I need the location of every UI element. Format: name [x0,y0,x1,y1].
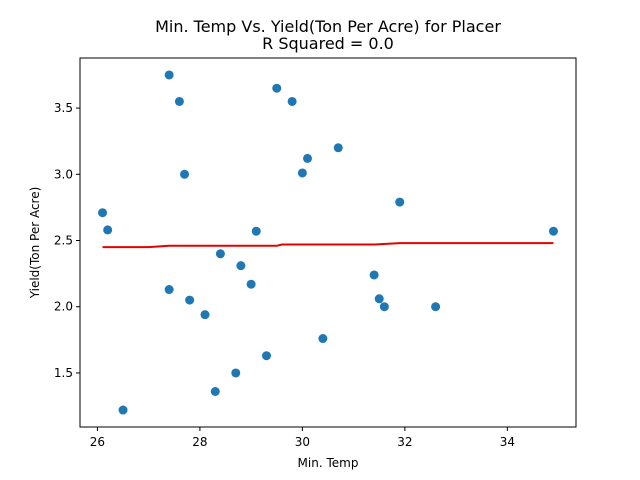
y-tick-label: 1.5 [54,366,73,380]
plot-area [98,70,558,415]
data-point [215,249,225,259]
data-point [236,261,246,271]
x-tick-label: 34 [500,435,515,449]
y-axis-ticks: 1.5 2.0 2.5 3.0 3.5 [54,101,80,380]
y-axis-label: Yield(Ton Per Acre) [28,187,42,300]
y-tick-label: 2.0 [54,300,73,314]
data-point [185,295,195,305]
data-point [251,226,261,236]
data-point [231,368,241,378]
data-point [369,270,379,280]
data-point [98,208,108,218]
data-point [246,279,256,289]
data-point [272,83,282,93]
data-point [210,387,220,396]
data-point [318,334,328,344]
x-tick-label: 32 [397,435,412,449]
data-point [431,302,441,312]
data-point [374,294,384,304]
data-point [303,153,312,163]
points-layer [98,70,558,415]
data-point [297,168,307,178]
data-point [200,310,210,320]
data-point [287,96,297,106]
trend-line-layer [102,242,554,249]
data-point [395,197,405,207]
axes-frame [79,57,577,428]
data-point [118,405,128,415]
y-tick-label: 3.5 [54,101,73,115]
x-tick-label: 26 [90,435,105,449]
x-axis-ticks: 26 28 30 32 34 [90,427,515,449]
data-point [103,225,113,235]
y-tick-label: 2.5 [54,234,73,248]
x-tick-label: 30 [295,435,310,449]
chart-subtitle: R Squared = 0.0 [262,34,394,53]
chart-title: Min. Temp Vs. Yield(Ton Per Acre) for Pl… [155,17,501,36]
trend-line [102,242,554,249]
data-point [174,96,184,106]
data-point [379,302,389,312]
data-point [164,70,174,80]
x-tick-label: 28 [192,435,207,449]
data-point [164,285,174,295]
data-point [333,143,343,153]
data-point [262,351,272,361]
data-point [548,226,558,236]
y-tick-label: 3.0 [54,167,73,181]
x-axis-label: Min. Temp [298,456,359,470]
data-point [180,169,190,179]
